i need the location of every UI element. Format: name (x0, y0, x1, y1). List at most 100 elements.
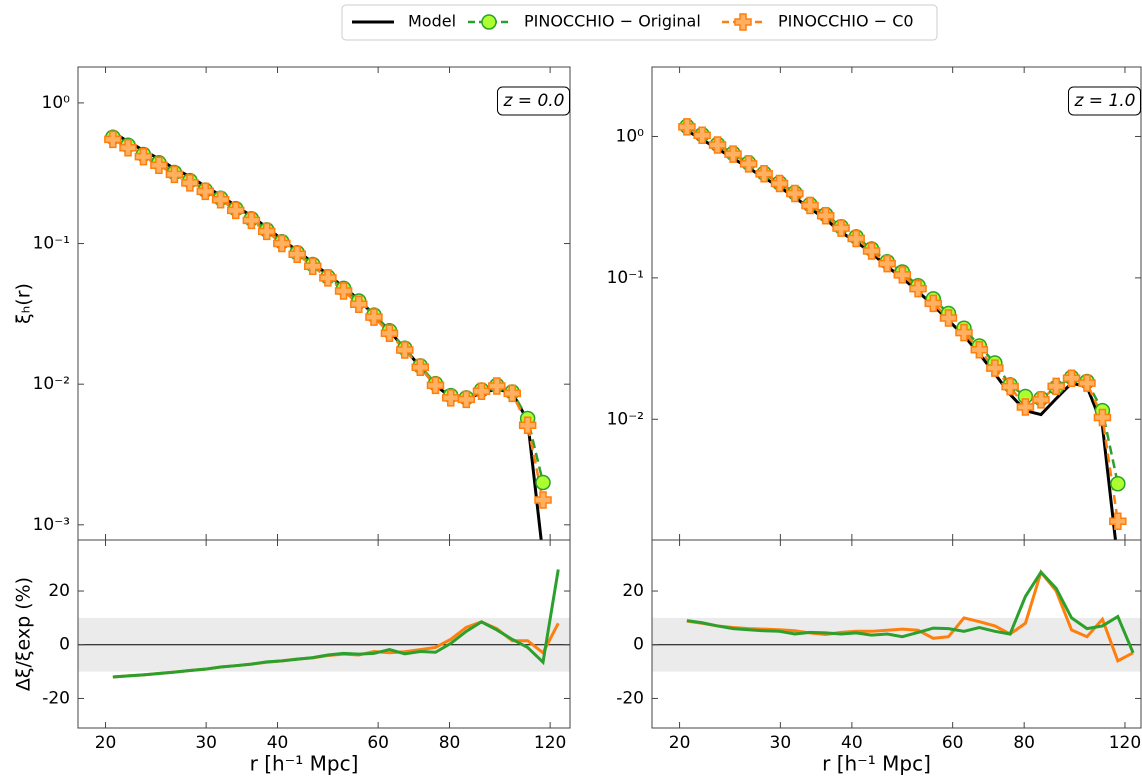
marker (955, 323, 973, 342)
y-tick-label: 0 (59, 635, 70, 655)
marker (457, 390, 476, 409)
marker (755, 164, 773, 183)
marker (303, 257, 322, 275)
marker (350, 295, 368, 314)
axes-frame (77, 539, 571, 729)
marker (678, 118, 696, 136)
x-tick-label: 80 (1013, 733, 1035, 753)
marker (396, 341, 414, 359)
marker (878, 254, 896, 273)
marker (924, 294, 943, 313)
y-tick-label: 10⁻³ (33, 515, 70, 535)
y-tick-label: 10⁻¹ (607, 268, 644, 288)
series-line (686, 129, 1117, 540)
series-line (686, 569, 1134, 663)
marker (334, 282, 353, 300)
series-line (686, 125, 1120, 484)
marker (150, 156, 168, 175)
y-tick-label: 10⁻² (607, 409, 644, 429)
marker (1001, 377, 1019, 396)
marker (242, 211, 261, 230)
x-tick-label: 40 (267, 733, 289, 753)
x-tick-label: 40 (841, 733, 863, 753)
y-tick-label: 10⁻² (33, 374, 70, 394)
plot-area (652, 569, 1141, 672)
marker (134, 147, 153, 166)
marker (165, 165, 184, 184)
annotation: z = 1.0 (1073, 91, 1135, 111)
marker (970, 341, 989, 359)
marker (181, 174, 199, 192)
marker (273, 234, 291, 253)
annotation-box (496, 86, 571, 116)
marker (1016, 398, 1035, 416)
marker (1093, 408, 1112, 427)
marker (488, 377, 506, 395)
x-tick-label: 30 (195, 733, 217, 753)
x-tick-label: 60 (367, 733, 389, 753)
y-tick-label: 20 (622, 581, 644, 601)
marker (724, 145, 742, 163)
y-tick-label: -20 (42, 688, 70, 708)
marker (1062, 369, 1081, 388)
marker (893, 266, 912, 284)
marker (104, 130, 122, 149)
series-line (112, 136, 545, 483)
x-tick-label: 120 (1109, 733, 1141, 753)
marker (1110, 475, 1126, 492)
marker (503, 384, 521, 403)
plot-area (678, 118, 1127, 540)
marker (288, 245, 306, 263)
marker (1032, 391, 1050, 409)
marker (847, 229, 865, 248)
marker (786, 184, 804, 203)
legend-box (341, 4, 938, 41)
y-tick-label: 20 (48, 581, 70, 601)
legend-marker (481, 14, 497, 30)
series-line (112, 130, 543, 540)
marker (816, 207, 835, 225)
marker (442, 389, 460, 407)
annotation-box (1067, 86, 1142, 116)
marker (739, 155, 758, 173)
marker (196, 182, 215, 201)
marker (708, 136, 727, 154)
plot-area (78, 569, 570, 679)
marker (426, 376, 445, 395)
axes-frame (651, 66, 1142, 541)
marker (518, 416, 537, 435)
axes-frame (77, 66, 571, 541)
marker (472, 382, 491, 401)
marker (862, 242, 881, 260)
marker (365, 308, 383, 326)
marker (986, 359, 1004, 377)
marker (1109, 512, 1127, 530)
y-tick-label: 10⁰ (616, 126, 645, 146)
series-line (686, 569, 1135, 654)
y-tick-label: 10⁰ (42, 93, 71, 113)
marker (832, 219, 850, 237)
x-tick-label: 120 (534, 733, 566, 753)
x-axis-label: r [h⁻¹ Mpc] (822, 752, 931, 776)
y-tick-label: 0 (633, 635, 644, 655)
series-line (112, 138, 545, 501)
marker (119, 138, 137, 157)
marker (211, 190, 230, 209)
marker (257, 222, 276, 241)
y-tick-label: -20 (616, 688, 644, 708)
y-tick-label: 10⁻¹ (33, 234, 70, 254)
y-axis-label: Δξ/ξexp (%) (13, 577, 35, 691)
axes-frame (651, 539, 1142, 729)
marker (535, 474, 551, 491)
marker (226, 201, 245, 220)
x-tick-label: 20 (95, 733, 117, 753)
marker (801, 196, 819, 215)
marker (939, 309, 958, 327)
x-tick-label: 30 (770, 733, 792, 753)
x-tick-label: 60 (942, 733, 964, 753)
marker (380, 324, 399, 343)
legend-label: PINOCCHIO − Original (524, 12, 701, 31)
marker (1047, 377, 1065, 396)
marker (319, 269, 337, 287)
